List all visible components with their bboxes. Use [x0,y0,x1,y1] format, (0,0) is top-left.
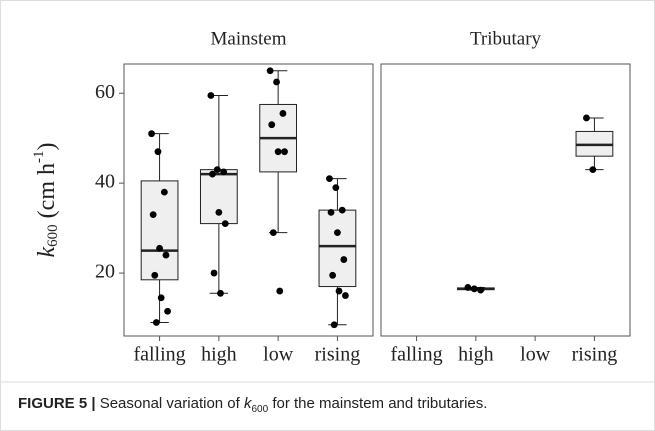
caption: FIGURE 5 | Seasonal variation of k600 fo… [18,395,487,415]
data-point [273,78,280,86]
y-label-part: k [34,246,60,257]
panel [123,63,374,337]
data-point [583,114,590,122]
data-point [148,130,155,138]
panel [380,63,631,337]
box [140,180,179,281]
data-point [477,286,485,294]
data-point [154,148,162,156]
data-point [149,211,157,219]
data-point [268,121,276,129]
data-point [332,184,340,192]
data-point [340,256,348,263]
data-point [207,92,215,99]
data-point [335,287,343,295]
data-point [217,289,224,297]
caption-text: 600 [251,404,269,415]
y-label-part: 600 [45,224,61,247]
x-tick-label: rising [315,344,361,366]
caption-text: k [243,395,252,412]
caption-text: for the mainstem and tributaries. [268,395,488,412]
data-point [464,284,472,291]
data-point [279,110,287,117]
data-point [164,307,171,315]
data-point [220,168,228,176]
data-point [276,287,284,295]
data-point [281,148,288,156]
data-point [213,166,221,174]
data-point [215,208,223,216]
caption-label: FIGURE 5 | [18,395,96,412]
panel-title: Mainstem [211,28,287,49]
panel-title: Tributary [470,28,542,49]
x-tick-label: falling [133,344,185,366]
y-tick-label: 20 [95,261,115,283]
y-label-part: -1 [31,151,47,164]
data-point [327,208,335,216]
y-tick-label: 60 [95,81,115,103]
x-tick-label: falling [390,344,442,366]
data-point [589,166,597,174]
x-tick-label: rising [572,344,618,366]
data-point [162,251,170,259]
data-point [209,170,216,178]
data-point [269,229,277,236]
x-tick-label: low [263,344,294,366]
data-point [221,220,229,228]
data-point [210,269,218,277]
x-tick-label: high [201,344,237,366]
data-point [152,319,160,326]
data-point [157,294,165,302]
data-point [156,244,163,252]
data-point [338,206,346,214]
caption-text: Seasonal variation of [95,395,244,412]
y-label-part: (cm h [34,163,60,224]
box [318,209,357,288]
data-point [330,321,338,329]
data-point [470,285,478,293]
data-point [329,271,337,279]
data-point [151,271,159,279]
x-tick-label: high [458,344,494,366]
data-point [266,67,274,75]
data-point [160,188,168,196]
y-axis-label: k600 (cm h-1) [31,143,61,258]
data-point [326,175,333,183]
x-tick-label: low [520,344,551,366]
data-point [334,229,341,236]
data-point [274,148,282,156]
data-point [342,292,349,299]
y-tick-label: 40 [95,171,115,193]
y-label-part: ) [34,143,60,151]
